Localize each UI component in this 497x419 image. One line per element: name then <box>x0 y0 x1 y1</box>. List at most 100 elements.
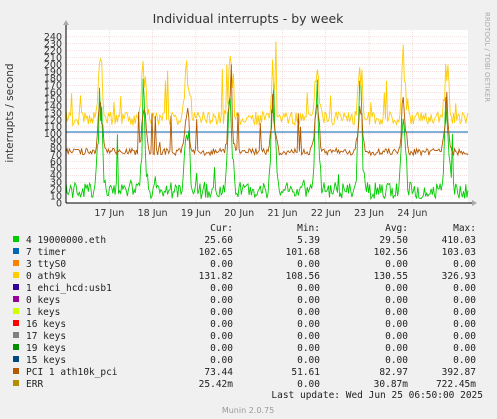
legend-value-9-0: 0.00 <box>210 343 233 354</box>
y-tick-label-22: 220 <box>44 46 62 57</box>
y-tick-label-14: 140 <box>44 101 62 112</box>
legend-value-11-2: 82.97 <box>379 367 408 378</box>
x-tick-label-2: 19 Jun <box>181 208 211 219</box>
legend-value-3-2: 130.55 <box>374 271 408 282</box>
y-tick-label-16: 160 <box>44 88 62 99</box>
legend-value-5-1: 0.00 <box>297 295 320 306</box>
legend-value-11-0: 73.44 <box>204 367 233 378</box>
y-tick-label-7: 70 <box>50 150 62 161</box>
y-tick-label-20: 200 <box>44 60 62 71</box>
x-tick-label-1: 18 Jun <box>138 208 168 219</box>
legend-swatch-12 <box>13 380 19 386</box>
legend-value-3-3: 326.93 <box>442 271 476 282</box>
x-tick-label-5: 22 Jun <box>311 208 341 219</box>
x-axis-arrow-icon <box>472 200 477 206</box>
legend-value-5-2: 0.00 <box>385 295 408 306</box>
y-tick-label-4: 40 <box>50 171 62 182</box>
legend-swatch-5 <box>13 296 19 302</box>
legend-swatch-8 <box>13 332 19 338</box>
legend-swatch-0 <box>13 236 19 242</box>
legend-swatch-6 <box>13 308 19 314</box>
series-line-0 <box>65 78 469 201</box>
y-tick-label-18: 180 <box>44 74 62 85</box>
y-tick-label-15: 150 <box>44 95 62 106</box>
legend-name-3: 0 ath9k <box>26 271 66 282</box>
y-tick-label-11: 110 <box>44 122 62 133</box>
series-layer <box>65 41 469 201</box>
y-tick-label-2: 20 <box>50 185 62 196</box>
legend-swatch-1 <box>13 248 19 254</box>
legend-name-11: PCI 1 ath10k_pci <box>26 367 118 378</box>
legend-header-2: Avg: <box>385 223 408 234</box>
y-tick-label-21: 210 <box>44 53 62 64</box>
x-tick-label-7: 24 Jun <box>397 208 427 219</box>
legend-value-0-3: 410.03 <box>442 235 476 246</box>
legend-value-5-3: 0.00 <box>453 295 476 306</box>
grid <box>66 30 468 204</box>
x-tick-label-4: 21 Jun <box>268 208 298 219</box>
last-update: Last update: Wed Jun 25 06:50:00 2025 <box>271 390 483 401</box>
legend-header-3: Max: <box>453 223 476 234</box>
legend-value-11-1: 51.61 <box>291 367 320 378</box>
legend-value-2-2: 0.00 <box>385 259 408 270</box>
y-tick-label-1: 10 <box>50 191 62 202</box>
legend-swatch-3 <box>13 272 19 278</box>
legend-value-8-2: 0.00 <box>385 331 408 342</box>
legend-value-0-1: 5.39 <box>297 235 320 246</box>
legend-value-12-3: 722.45m <box>436 379 476 390</box>
legend-value-0-0: 25.60 <box>204 235 233 246</box>
legend-value-4-1: 0.00 <box>297 283 320 294</box>
legend-value-2-1: 0.00 <box>297 259 320 270</box>
legend-name-2: 3 ttyS0 <box>26 259 66 270</box>
legend-value-12-1: 0.00 <box>297 379 320 390</box>
legend-value-3-0: 131.82 <box>199 271 233 282</box>
legend-value-1-0: 102.65 <box>199 247 233 258</box>
legend-value-9-3: 0.00 <box>453 343 476 354</box>
y-tick-label-9: 90 <box>50 136 62 147</box>
axes: 0102030405060708090100110120130140150160… <box>44 20 477 219</box>
legend-value-10-2: 0.00 <box>385 355 408 366</box>
legend-value-4-3: 0.00 <box>453 283 476 294</box>
legend-name-12: ERR <box>26 379 43 390</box>
legend-name-6: 1 keys <box>26 307 60 318</box>
legend-value-1-3: 103.03 <box>442 247 476 258</box>
y-axis-label: interrupts / second <box>4 63 16 162</box>
legend-name-4: 1 ehci_hcd:usb1 <box>26 283 112 294</box>
legend-value-10-3: 0.00 <box>453 355 476 366</box>
legend-value-7-3: 0.00 <box>453 319 476 330</box>
munin-footer: Munin 2.0.75 <box>222 406 274 415</box>
legend-value-0-2: 29.50 <box>379 235 408 246</box>
plot-area <box>66 30 468 203</box>
legend-value-7-0: 0.00 <box>210 319 233 330</box>
x-tick-label-3: 20 Jun <box>224 208 254 219</box>
y-tick-label-5: 50 <box>50 164 62 175</box>
legend-value-6-2: 0.00 <box>385 307 408 318</box>
y-tick-label-0: 0 <box>56 198 62 209</box>
y-tick-label-19: 190 <box>44 67 62 78</box>
y-axis-arrow-icon <box>63 20 69 25</box>
legend-swatch-4 <box>13 284 19 290</box>
y-tick-label-12: 120 <box>44 115 62 126</box>
legend-name-9: 19 keys <box>26 343 66 354</box>
series-line-11 <box>65 64 469 157</box>
y-tick-label-3: 30 <box>50 178 62 189</box>
legend-value-9-1: 0.00 <box>297 343 320 354</box>
legend-swatch-2 <box>13 260 19 266</box>
legend: Cur: Min: Avg: Max: 4 19000000.eth 25.60 5.39 2… <box>13 223 476 390</box>
chart-title: Individual interrupts - by week <box>153 11 345 26</box>
y-tick-label-24: 240 <box>44 32 62 43</box>
legend-name-7: 16 keys <box>26 319 66 330</box>
y-tick-label-17: 170 <box>44 81 62 92</box>
series-line-3 <box>65 41 469 127</box>
legend-swatch-9 <box>13 344 19 350</box>
legend-value-9-2: 0.00 <box>385 343 408 354</box>
legend-value-4-0: 0.00 <box>210 283 233 294</box>
y-tick-label-13: 130 <box>44 108 62 119</box>
legend-header-0: Cur: <box>210 223 233 234</box>
legend-name-0: 4 19000000.eth <box>26 235 106 246</box>
legend-value-6-1: 0.00 <box>297 307 320 318</box>
x-tick-label-6: 23 Jun <box>354 208 384 219</box>
legend-value-12-0: 25.42m <box>199 379 234 390</box>
legend-value-2-3: 0.00 <box>453 259 476 270</box>
